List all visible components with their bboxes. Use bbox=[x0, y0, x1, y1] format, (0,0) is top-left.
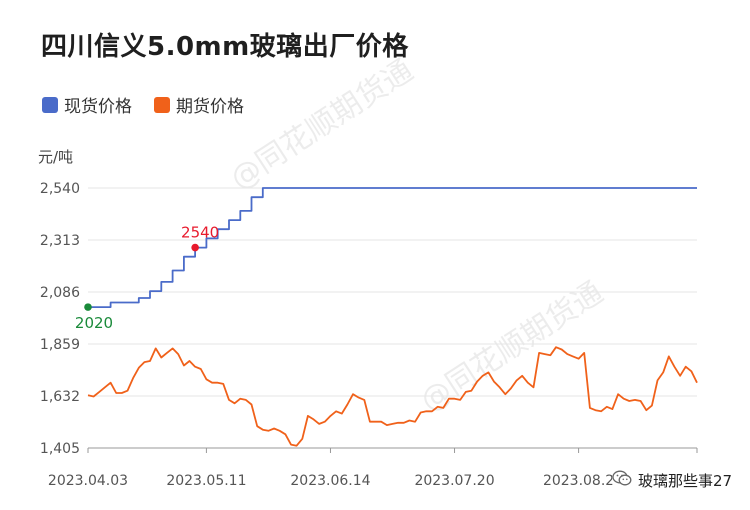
futures-price-line bbox=[87, 346, 698, 447]
legend-swatch-futures bbox=[154, 96, 170, 113]
x-tick-label: 2023.06.14 bbox=[290, 473, 370, 489]
y-tick-label: 2,540 bbox=[40, 181, 80, 197]
chart-title: 四川信义5.0mm玻璃出厂价格 bbox=[41, 32, 409, 62]
legend-label-spot: 现货价格 bbox=[64, 97, 132, 117]
y-tick-label: 1,405 bbox=[40, 441, 80, 457]
footer-text: 玻璃那些事27 bbox=[638, 472, 733, 490]
legend-swatch-spot bbox=[42, 96, 58, 113]
spot-price-line bbox=[88, 187, 697, 308]
legend-label-futures: 期货价格 bbox=[176, 97, 244, 117]
min-point-marker bbox=[84, 303, 92, 311]
legend: 现货价格 期货价格 bbox=[42, 92, 266, 117]
min-point-label: 2020 bbox=[75, 314, 113, 332]
wechat-icon bbox=[612, 470, 632, 491]
y-tick-label: 1,632 bbox=[40, 389, 80, 405]
x-tick-label: 2023.07.20 bbox=[414, 473, 494, 489]
footer-brand: 玻璃那些事27 bbox=[612, 470, 733, 491]
x-tick-label: 2023.08.2 bbox=[543, 473, 614, 489]
max-point-label: 2540 bbox=[181, 224, 219, 242]
legend-item-futures[interactable]: 期货价格 bbox=[154, 92, 244, 117]
legend-item-spot[interactable]: 现货价格 bbox=[42, 92, 132, 117]
x-tick-label: 2023.05.11 bbox=[166, 473, 246, 489]
y-tick-label: 2,313 bbox=[40, 233, 80, 249]
x-tick-label: 2023.04.03 bbox=[48, 473, 128, 489]
y-axis-unit: 元/吨 bbox=[38, 148, 74, 166]
max-point-marker bbox=[191, 243, 199, 252]
y-tick-label: 2,086 bbox=[40, 285, 80, 301]
y-tick-label: 1,859 bbox=[40, 337, 80, 353]
